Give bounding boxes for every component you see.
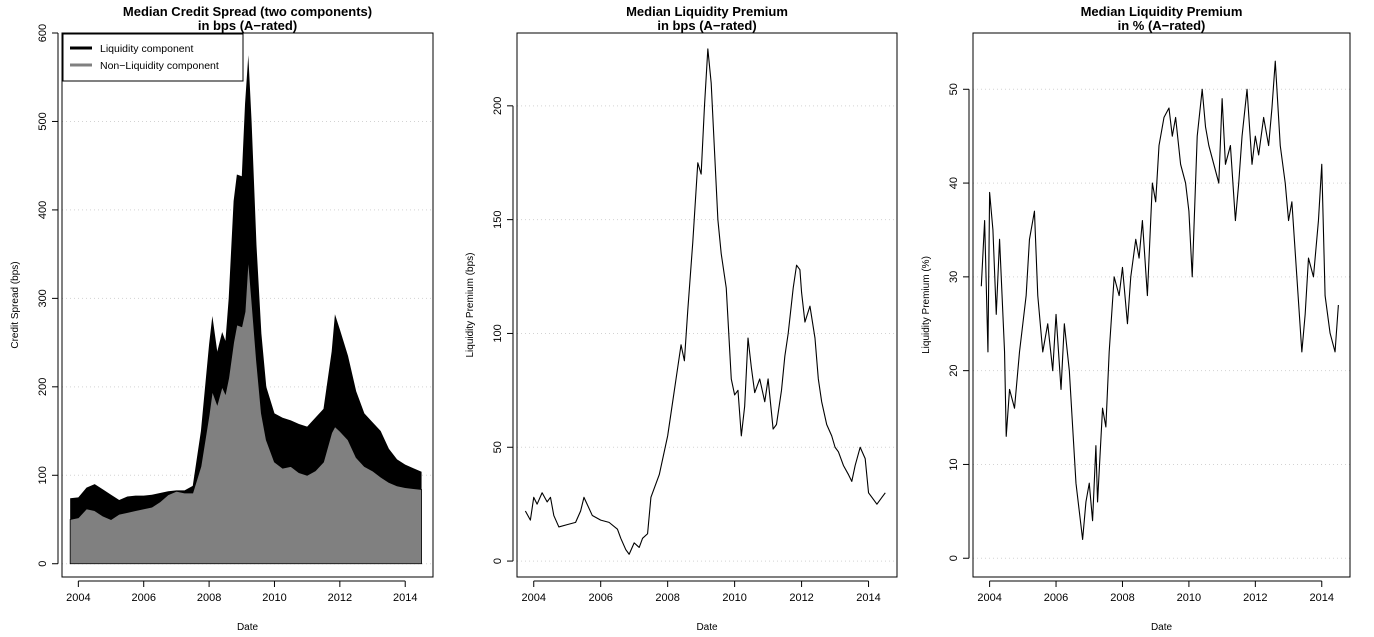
y-tick-label: 40 bbox=[948, 177, 960, 189]
y-tick-label: 50 bbox=[948, 83, 960, 95]
y-tick-label: 200 bbox=[492, 97, 504, 115]
plot-frame bbox=[972, 32, 1351, 578]
x-tick-label: 2014 bbox=[856, 592, 880, 604]
x-tick-label: 2008 bbox=[1110, 592, 1134, 604]
legend-box bbox=[62, 33, 244, 82]
y-tick-label: 500 bbox=[37, 112, 49, 130]
y-tick-label: 300 bbox=[37, 289, 49, 307]
x-tick-label: 2010 bbox=[722, 592, 746, 604]
chart-title: Median Liquidity Premium bbox=[1081, 4, 1243, 19]
y-tick-label: 0 bbox=[37, 561, 49, 567]
x-tick-label: 2008 bbox=[197, 592, 221, 604]
series-area-non-liquidity bbox=[69, 258, 422, 565]
x-axis-label: Date bbox=[1151, 622, 1173, 633]
chart-subtitle: in % (A−rated) bbox=[1118, 18, 1206, 33]
chart-panel-1: Median Credit Spread (two components)in … bbox=[10, 4, 434, 633]
x-tick-label: 2006 bbox=[131, 592, 155, 604]
y-tick-label: 0 bbox=[948, 555, 960, 561]
series-line bbox=[980, 60, 1339, 541]
y-tick-label: 20 bbox=[948, 365, 960, 377]
chart-title: Median Liquidity Premium bbox=[626, 4, 788, 19]
x-tick-label: 2012 bbox=[789, 592, 813, 604]
legend-label: Non−Liquidity component bbox=[100, 60, 219, 72]
y-tick-label: 100 bbox=[492, 324, 504, 342]
chart-subtitle: in bps (A−rated) bbox=[657, 18, 756, 33]
chart-title: Median Credit Spread (two components) bbox=[123, 4, 372, 19]
y-tick-label: 10 bbox=[948, 458, 960, 470]
x-tick-label: 2004 bbox=[521, 592, 545, 604]
y-tick-label: 30 bbox=[948, 271, 960, 283]
x-tick-label: 2010 bbox=[262, 592, 286, 604]
y-tick-label: 600 bbox=[37, 24, 49, 42]
x-tick-label: 2008 bbox=[655, 592, 679, 604]
plot-frame bbox=[61, 32, 434, 578]
x-tick-label: 2014 bbox=[393, 592, 417, 604]
series-line bbox=[524, 48, 886, 555]
x-axis-label: Date bbox=[237, 622, 259, 633]
x-tick-label: 2006 bbox=[588, 592, 612, 604]
x-axis-label: Date bbox=[696, 622, 718, 633]
y-axis-label: Credit Spread (bps) bbox=[10, 261, 21, 348]
y-tick-label: 0 bbox=[492, 558, 504, 564]
legend: Liquidity component Non−Liquidity compone… bbox=[62, 33, 244, 82]
x-tick-label: 2012 bbox=[1243, 592, 1267, 604]
y-tick-label: 150 bbox=[492, 210, 504, 228]
y-tick-label: 400 bbox=[37, 201, 49, 219]
y-tick-label: 50 bbox=[492, 441, 504, 453]
legend-label: Liquidity component bbox=[100, 43, 193, 55]
x-tick-label: 2014 bbox=[1310, 592, 1334, 604]
x-tick-label: 2012 bbox=[328, 592, 352, 604]
y-tick-label: 100 bbox=[37, 466, 49, 484]
x-tick-label: 2004 bbox=[977, 592, 1001, 604]
y-tick-label: 200 bbox=[37, 378, 49, 396]
x-tick-label: 2010 bbox=[1177, 592, 1201, 604]
x-tick-label: 2006 bbox=[1044, 592, 1068, 604]
plot-frame bbox=[516, 32, 898, 578]
y-axis-label: Liquidity Premium (bps) bbox=[465, 252, 476, 357]
x-tick-label: 2004 bbox=[66, 592, 90, 604]
y-axis-label: Liquidity Premium (%) bbox=[921, 256, 932, 354]
chart-subtitle: in bps (A−rated) bbox=[198, 18, 297, 33]
